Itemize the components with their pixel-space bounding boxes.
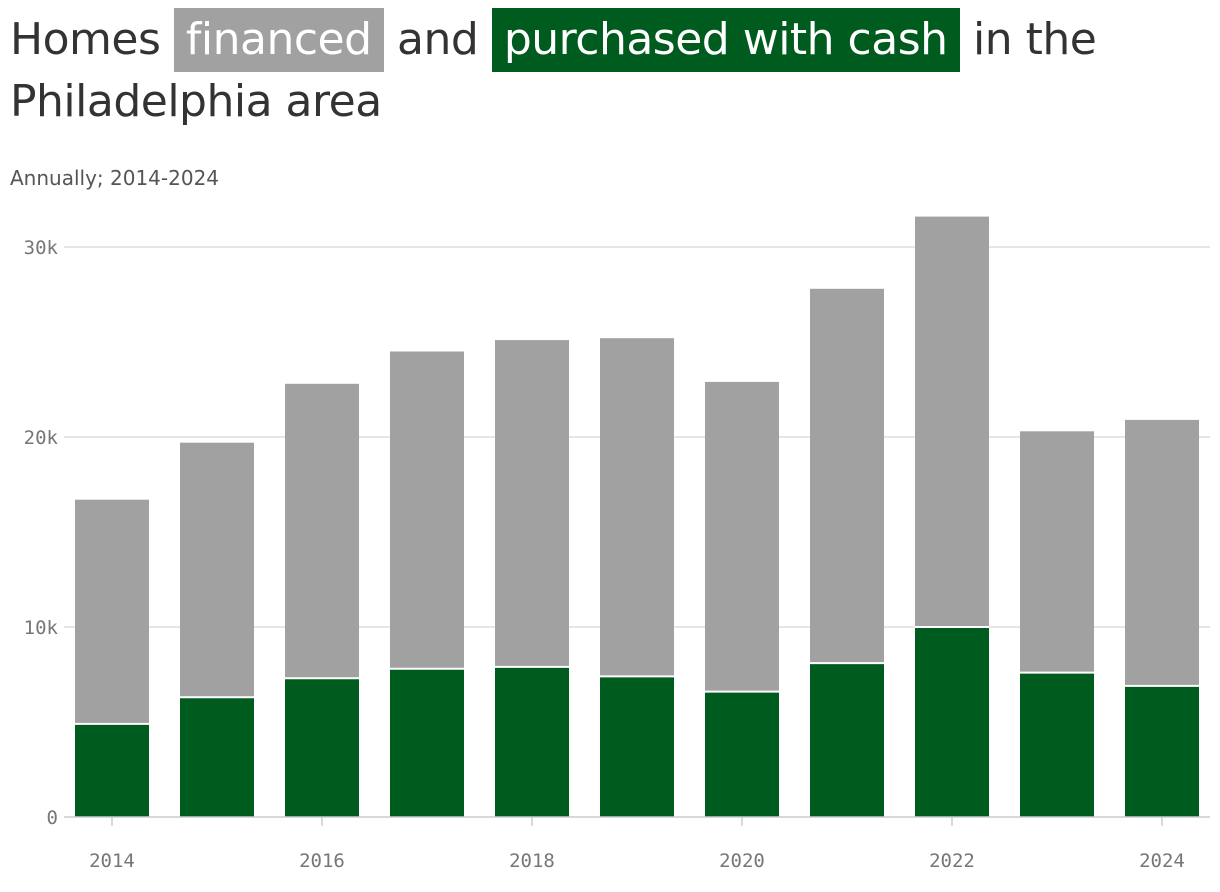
chart-subtitle: Annually; 2014-2024 xyxy=(10,166,220,190)
y-tick-label: 30k xyxy=(24,237,59,259)
bar-financed xyxy=(1020,431,1094,673)
x-tick-label: 2014 xyxy=(89,850,135,872)
bar-financed xyxy=(915,216,989,627)
title-part-homes: Homes xyxy=(10,14,161,65)
y-tick-label: 10k xyxy=(24,617,59,639)
bar-financed xyxy=(495,340,569,667)
bar-cash xyxy=(285,678,359,817)
y-tick-label: 20k xyxy=(24,427,59,449)
bar-cash xyxy=(600,676,674,817)
bar-cash xyxy=(810,663,884,817)
bar-cash xyxy=(75,723,149,817)
x-tick-label: 2016 xyxy=(299,850,345,872)
bar-financed xyxy=(285,383,359,679)
x-tick-label: 2024 xyxy=(1139,850,1185,872)
y-tick-label: 0 xyxy=(47,807,58,829)
x-tick-label: 2020 xyxy=(719,850,765,872)
bar-cash xyxy=(1125,685,1199,817)
title-highlight-cash: purchased with cash xyxy=(491,8,960,72)
title-highlight-financed: financed xyxy=(173,8,384,72)
title-part-and: and xyxy=(397,14,479,65)
bar-financed xyxy=(75,499,149,724)
title-part-rest: in the Philadelphia area xyxy=(10,14,1097,127)
bar-financed xyxy=(1125,419,1199,686)
bar-cash xyxy=(495,666,569,817)
bar-cash xyxy=(390,668,464,817)
x-tick-label: 2022 xyxy=(929,850,975,872)
bar-cash xyxy=(180,697,254,817)
bar-financed xyxy=(705,381,779,692)
bar-cash xyxy=(915,627,989,817)
bar-financed xyxy=(390,351,464,669)
bar-financed xyxy=(600,338,674,677)
x-tick-label: 2018 xyxy=(509,850,555,872)
stacked-bar-chart: 0 10k 20k 30k 2014 2016 2018 2020 2022 2024 xyxy=(24,216,1210,872)
bar-financed xyxy=(180,442,254,698)
bar-cash xyxy=(705,691,779,817)
bar-financed xyxy=(810,288,884,664)
bar-cash xyxy=(1020,672,1094,817)
chart-title: Homes financed and purchased with cash i… xyxy=(10,8,1210,132)
